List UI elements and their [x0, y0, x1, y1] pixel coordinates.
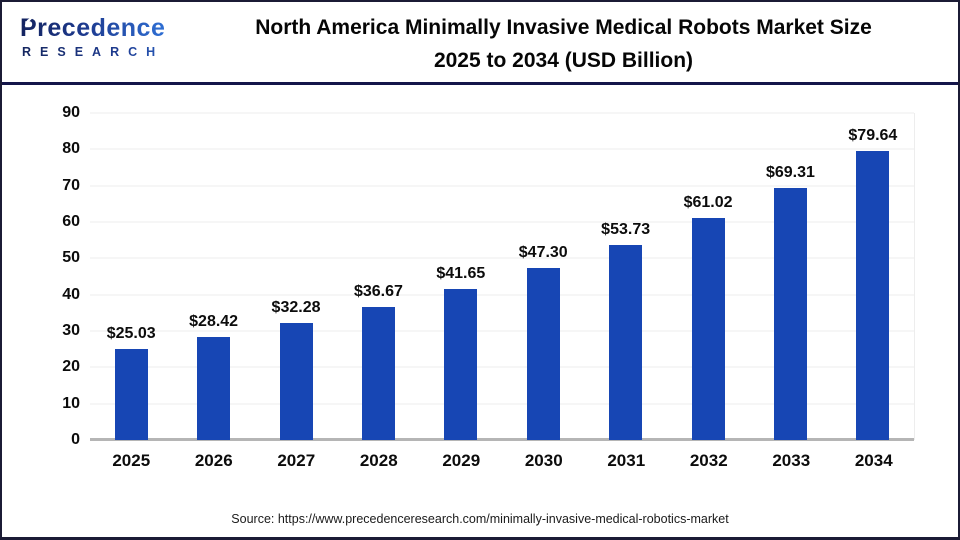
- x-tick-label: 2034: [854, 451, 893, 470]
- x-tick-label: 2025: [112, 451, 151, 470]
- logo-wordmark: Precedence: [20, 14, 166, 42]
- logo: Precedence RESEARCH: [2, 2, 197, 82]
- header: Precedence RESEARCH North America Minima…: [2, 2, 958, 85]
- header-spacer: [930, 2, 958, 82]
- bar: [856, 150, 890, 440]
- x-tick-label: 2030: [524, 451, 563, 470]
- bar: [691, 218, 725, 440]
- bar-value-label: $61.02: [683, 194, 733, 212]
- title-line-1: North America Minimally Invasive Medical…: [255, 16, 872, 39]
- bar-value-label: $28.42: [189, 312, 239, 330]
- bar-group: $41.65: [420, 113, 502, 440]
- y-tick-label: 90: [62, 104, 80, 121]
- y-tick-label: 80: [62, 140, 80, 158]
- bar-group: $79.64: [832, 113, 914, 440]
- x-tick-label: 2032: [689, 451, 728, 470]
- leaf-icon: [24, 17, 34, 27]
- bar-value-label: $32.28: [271, 298, 321, 316]
- bar: [444, 288, 478, 440]
- x-tick-label: 2027: [277, 451, 316, 470]
- bar-value-label: $36.67: [353, 282, 403, 300]
- bar: [279, 322, 313, 440]
- y-tick-label: 30: [62, 322, 80, 339]
- gridline: [90, 366, 914, 368]
- x-tick-label: 2033: [772, 451, 811, 470]
- bar-group: $61.02: [667, 113, 749, 440]
- gridline: [90, 330, 914, 332]
- source-text: Source: https://www.precedenceresearch.c…: [231, 511, 729, 526]
- x-axis: 2025 2026 2027 2028 2029 2030 2031 2032 2033 2034: [90, 451, 915, 471]
- bar-value-label: $41.65: [436, 264, 486, 282]
- bar-group: $47.30: [502, 113, 584, 440]
- bar-group: $53.73: [584, 113, 666, 440]
- bar-group: $28.42: [172, 113, 254, 440]
- y-tick-label: 20: [62, 358, 80, 376]
- x-tick-label: 2028: [359, 451, 398, 470]
- y-tick-label: 70: [62, 176, 80, 194]
- y-tick-label: 10: [62, 394, 80, 412]
- y-tick-label: 50: [62, 249, 80, 267]
- bar: [361, 306, 395, 440]
- bar: [526, 268, 560, 440]
- bar-value-label: $25.03: [106, 325, 156, 343]
- bar-group: $69.31: [749, 113, 831, 440]
- bar: [609, 244, 643, 440]
- bar: [114, 349, 148, 440]
- y-tick-label: 60: [62, 213, 80, 230]
- bar-group: $36.67: [337, 113, 419, 440]
- bar-value-label: $69.31: [765, 164, 815, 182]
- x-tick-label: 2031: [607, 451, 646, 470]
- footer: Source: https://www.precedenceresearch.c…: [2, 500, 958, 537]
- x-tick-label: 2029: [442, 451, 481, 470]
- bar-group: $32.28: [255, 113, 337, 440]
- bar-value-label: $53.73: [601, 220, 651, 238]
- bar-group: $25.03: [90, 113, 172, 440]
- chart-title: North America Minimally Invasive Medical…: [197, 2, 930, 82]
- bar-series: $25.03 $28.42 $32.28 $36.67 $41.65 $47.30 $53.…: [90, 113, 914, 440]
- x-tick-label: 2026: [194, 451, 233, 470]
- gridline: [90, 403, 914, 405]
- gridline: [90, 112, 914, 114]
- y-tick-label: 0: [71, 431, 80, 448]
- gridline: [90, 221, 914, 223]
- x-axis-line: [90, 438, 914, 441]
- gridline: [90, 294, 914, 296]
- logo-subtitle: RESEARCH: [20, 45, 197, 59]
- y-tick-label: 40: [62, 285, 80, 303]
- plot-area: $25.03 $28.42 $32.28 $36.67 $41.65 $47.30 $53.…: [90, 112, 915, 441]
- bar: [773, 188, 807, 440]
- gridline: [90, 185, 914, 187]
- bar-value-label: $47.30: [518, 244, 568, 262]
- title-line-2: 2025 to 2034 (USD Billion): [433, 49, 694, 72]
- gridline: [90, 148, 914, 150]
- y-axis: 0 10 20 30 40 50 60 70 80 90: [2, 104, 80, 448]
- bar-value-label: $79.64: [848, 126, 898, 144]
- chart-area: 0 10 20 30 40 50 60 70 80 90 $25.03 $28.42 $32.28 $3…: [2, 85, 958, 500]
- gridline: [90, 257, 914, 259]
- bar: [197, 336, 231, 440]
